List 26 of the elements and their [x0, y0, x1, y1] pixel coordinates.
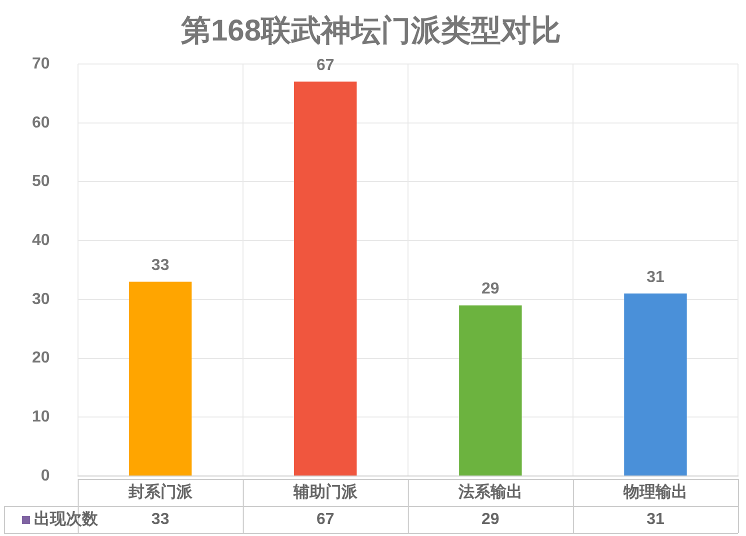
y-tick-label: 10: [32, 408, 50, 426]
data-label: 67: [316, 510, 334, 528]
y-tick-label: 20: [32, 350, 50, 367]
text: 33: [151, 257, 170, 274]
bar: [459, 305, 522, 476]
y-tick-label: 50: [32, 173, 50, 190]
text: 67: [316, 57, 334, 74]
bar: [294, 82, 357, 476]
x-tick-label: 封系门派: [127, 482, 194, 501]
y-tick-label: 70: [32, 55, 50, 72]
y-tick-label: 40: [32, 232, 50, 249]
data-label: 29: [482, 510, 500, 528]
x-tick-label: 物理输出: [622, 482, 688, 501]
text: 31: [646, 268, 664, 286]
text: 29: [482, 280, 500, 298]
bar: [624, 294, 687, 476]
bar: [128, 282, 192, 476]
x-tick-label: 辅助门派: [292, 482, 358, 501]
data-label: 31: [646, 510, 664, 528]
y-tick-label: 0: [40, 467, 50, 484]
chart-title: 第168联武神坛门派类型对比: [180, 13, 562, 48]
y-tick-label: 30: [32, 290, 50, 308]
data-label: 33: [151, 510, 170, 528]
text: 出现次数: [34, 510, 99, 528]
y-tick-label: 60: [32, 114, 50, 132]
x-tick-label: 法系输出: [457, 482, 522, 501]
